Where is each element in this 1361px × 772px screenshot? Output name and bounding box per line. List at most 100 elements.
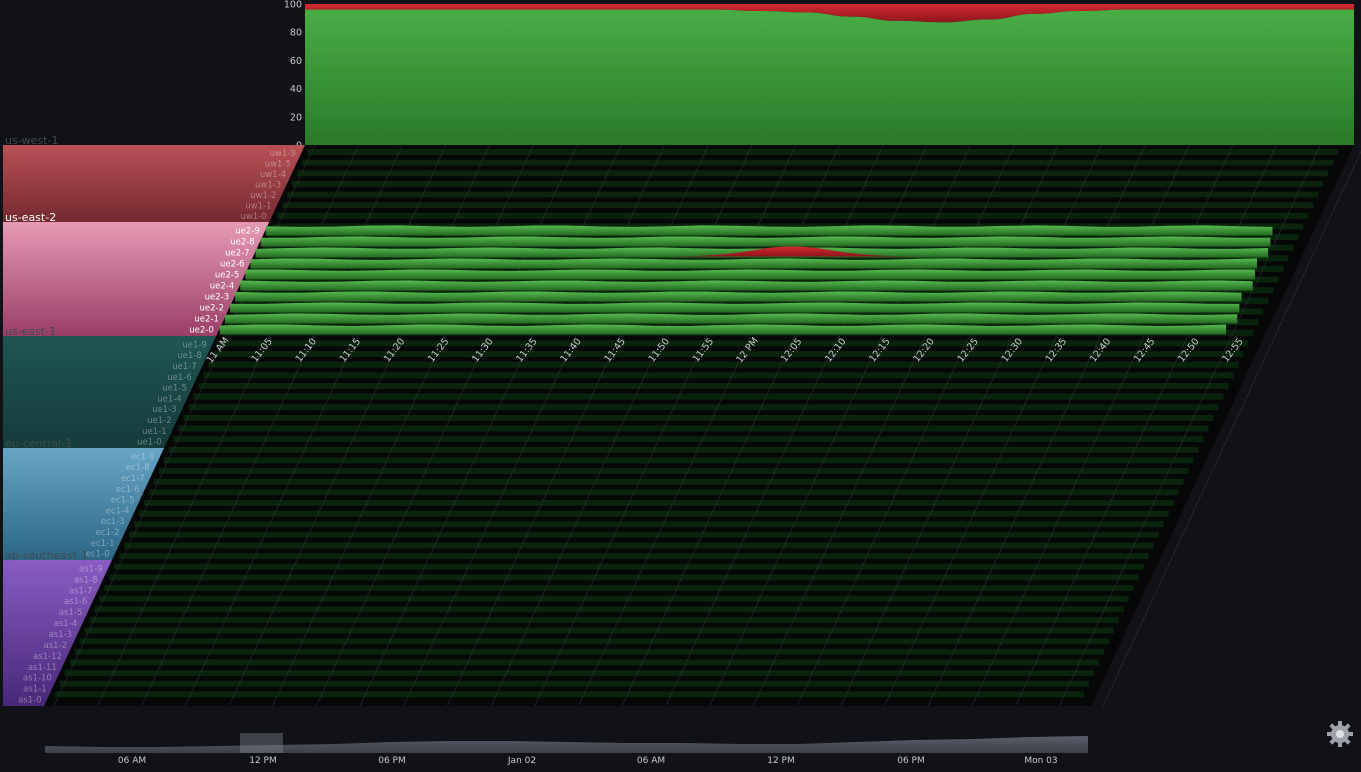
region-panel-eu-central-1[interactable]	[3, 448, 165, 560]
host-row-shadow	[124, 542, 1154, 549]
host-label: uw1-2	[250, 191, 276, 201]
navigator-tick-label: Mon 03	[1024, 756, 1057, 766]
host-row-shadow	[267, 234, 1299, 241]
region-label-ap-southeast-1: ap-southeast-1	[5, 549, 88, 562]
host-label: ue2-6	[220, 260, 245, 270]
host-row-error-ue2-7	[660, 246, 924, 257]
host-row-shadow	[59, 680, 1089, 687]
host-label: ec1-8	[126, 463, 150, 473]
host-row-shadow	[282, 202, 1314, 209]
host-label: uw1-4	[260, 170, 286, 180]
host-label: uw1-9	[270, 149, 296, 159]
host-row-shadow	[143, 499, 1174, 506]
top-stacked-area-chart: 100806040200	[284, 0, 1354, 152]
host-row-area-ue2-9	[265, 225, 1273, 236]
host-row-shadow	[183, 414, 1214, 421]
host-row-shadow	[213, 351, 1244, 358]
host-label: uw1-1	[245, 201, 271, 211]
host-label: as1-7	[69, 586, 93, 596]
host-label: ec1-4	[106, 506, 130, 516]
navigator-tick-label: 06 PM	[378, 756, 406, 766]
host-label: ue2-4	[210, 282, 235, 292]
host-row-shadow	[193, 393, 1224, 400]
host-label: uw1-0	[240, 212, 266, 222]
host-label: ue1-9	[182, 340, 207, 350]
y-tick-label: 40	[290, 84, 302, 95]
region-panel-us-east-1[interactable]	[3, 336, 217, 448]
time-navigator[interactable]: 06 AM 12 PM 06 PM Jan 02 06 AM 12 PM 06 PM Mon …	[45, 733, 1088, 766]
host-row-area-ue2-2	[230, 302, 1240, 313]
host-label: as1-2	[43, 641, 67, 651]
host-row-shadow	[178, 425, 1209, 432]
host-label: ec1-3	[101, 517, 125, 527]
host-row-shadow	[79, 638, 1109, 645]
host-label: as1-0	[18, 696, 42, 706]
y-tick-label: 20	[290, 112, 302, 123]
navigator-tick-label: 12 PM	[249, 756, 277, 766]
host-row-shadow	[247, 276, 1279, 283]
host-label: as1-12	[33, 652, 62, 662]
navigator-tick-label: 06 AM	[637, 756, 665, 766]
host-label: as1-8	[74, 575, 98, 585]
host-row-shadow	[99, 595, 1129, 602]
navigator-tick-label: 12 PM	[767, 756, 795, 766]
host-label: as1-9	[79, 564, 103, 574]
host-label: ue2-2	[200, 304, 225, 314]
host-row-shadow	[272, 223, 1304, 230]
host-label: ec1-7	[121, 474, 145, 484]
host-row-shadow	[138, 510, 1169, 517]
host-row-shadow	[297, 170, 1329, 177]
host-row-shadow	[218, 340, 1249, 347]
region-label-us-east-2: us-east-2	[5, 211, 56, 224]
host-label: ue1-5	[162, 384, 187, 394]
host-label: ec1-6	[116, 485, 140, 495]
host-label: ue2-8	[230, 238, 255, 248]
region-label-eu-central-1: eu-central-1	[5, 437, 72, 450]
host-label: as1-11	[28, 663, 57, 673]
host-label: uw1-5	[265, 160, 291, 170]
y-tick-label: 80	[290, 28, 302, 39]
region-label-us-west-1: us-west-1	[5, 134, 58, 147]
host-label: ue2-9	[235, 227, 260, 237]
host-label: ue2-3	[205, 293, 230, 303]
host-row-shadow	[257, 255, 1289, 262]
host-label: ue1-1	[142, 427, 167, 437]
host-row-shadow	[203, 372, 1234, 379]
host-row-shadow	[292, 180, 1324, 187]
ok-series-area	[305, 9, 1354, 146]
navigator-area	[45, 736, 1088, 753]
host-row-shadow	[84, 627, 1114, 634]
host-row-area-ue2-5	[245, 269, 1255, 280]
host-label: as1-10	[23, 674, 52, 684]
host-row-shadow	[188, 404, 1219, 411]
gear-icon[interactable]	[1326, 720, 1354, 748]
region-panel-ap-southeast-1[interactable]	[3, 560, 112, 706]
host-label: as1-1	[23, 685, 47, 695]
host-label: as1-4	[54, 619, 78, 629]
region-panel-us-west-1[interactable]	[3, 145, 305, 222]
host-row-shadow	[307, 149, 1339, 155]
navigator-selection-window[interactable]	[240, 733, 283, 753]
host-row-shadow	[54, 691, 1084, 698]
y-tick-label: 60	[290, 56, 302, 67]
floor-grid-line	[1058, 144, 1321, 707]
host-label: ec1-9	[131, 452, 155, 462]
host-row-shadow	[109, 574, 1139, 581]
host-label: ue2-1	[194, 315, 219, 325]
region-panel-us-east-2[interactable]	[3, 222, 270, 336]
host-label: as1-5	[59, 608, 83, 618]
host-label: uw1-3	[255, 181, 281, 191]
host-row-area-ue2-4	[240, 280, 1253, 291]
navigator-tick-label: 06 PM	[897, 756, 925, 766]
host-row-shadow	[129, 531, 1159, 538]
host-row-area-ue2-6	[250, 258, 1258, 269]
host-row-area-ue2-3	[235, 291, 1242, 302]
host-row-shadow	[277, 212, 1309, 219]
host-label: ec1-1	[91, 539, 115, 549]
host-label: as1-3	[49, 630, 73, 640]
host-row-shadow	[94, 606, 1124, 613]
host-row-shadow	[133, 521, 1164, 528]
host-label: ue1-2	[147, 416, 172, 426]
